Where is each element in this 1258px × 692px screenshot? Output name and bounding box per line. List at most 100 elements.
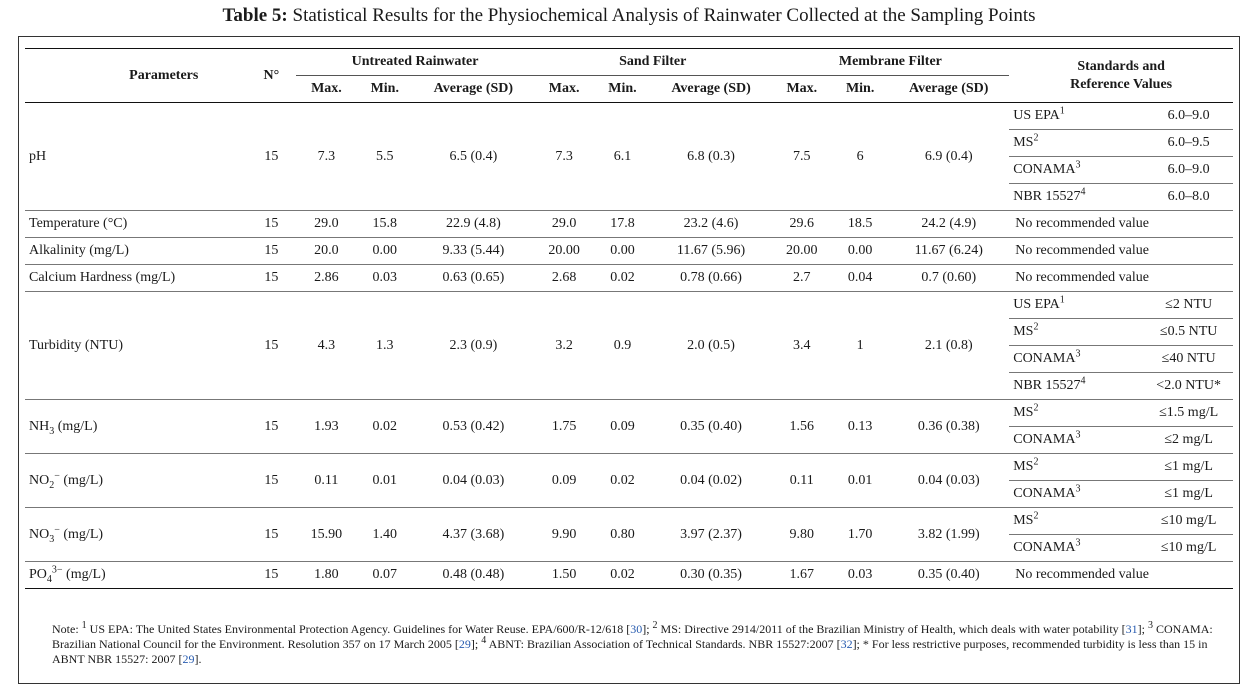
sample-count-cell: 15 (246, 210, 297, 238)
standard-text-cell: No recommended value (1009, 264, 1233, 292)
standard-value-cell: ≤0.5 NTU (1144, 318, 1233, 346)
parameter-subscript: 3 (49, 425, 55, 437)
untreated-avg-cell: 2.3 (0.9) (412, 291, 534, 400)
sand-min-cell: 0.02 (594, 453, 651, 508)
standard-name: US EPA (1013, 297, 1060, 312)
parameter-cell: NO2− (mg/L) (25, 453, 247, 508)
citation-link[interactable]: 31 (1125, 622, 1138, 636)
parameter-subscript: 2 (49, 479, 55, 491)
sand-avg-cell: 2.0 (0.5) (650, 291, 772, 400)
note-text: ]. (194, 652, 202, 666)
standard-name: US EPA (1013, 108, 1060, 123)
parameter-superscript: − (54, 469, 60, 481)
untreated-min-cell: 5.5 (356, 102, 413, 211)
membrane-min-cell: 0.04 (832, 264, 889, 292)
standard-sup: 1 (1059, 105, 1065, 117)
sand-avg-cell: 0.35 (0.40) (650, 399, 772, 454)
untreated-max-cell: 2.86 (296, 264, 357, 292)
standard-name-cell: CONAMA3 (1009, 345, 1145, 373)
membrane-max-cell: 3.4 (771, 291, 833, 400)
parameter-cell: Alkalinity (mg/L) (25, 237, 247, 265)
standard-name-cell: CONAMA3 (1009, 534, 1145, 562)
standard-name-cell: US EPA1 (1009, 291, 1145, 319)
standard-sup: 2 (1033, 510, 1039, 522)
membrane-max-cell: 0.11 (771, 453, 833, 508)
membrane-avg-cell: 24.2 (4.9) (888, 210, 1010, 238)
sand-avg-cell: 11.67 (5.96) (650, 237, 772, 265)
header-average: Average (SD) (412, 75, 534, 103)
standard-sup: 3 (1075, 429, 1081, 441)
untreated-avg-cell: 6.5 (0.4) (412, 102, 534, 211)
standard-value-cell: 6.0–9.0 (1144, 102, 1233, 130)
sample-count-cell: 15 (246, 237, 297, 265)
sand-min-cell: 0.02 (594, 561, 651, 589)
parameter-cell: NH3 (mg/L) (25, 399, 247, 454)
sand-max-cell: 7.3 (533, 102, 595, 211)
standard-value-cell: <2.0 NTU* (1144, 372, 1233, 400)
header-n: N° (246, 48, 297, 103)
untreated-max-cell: 1.93 (296, 399, 357, 454)
table-row: CONAMA3 ≤1 mg/L (25, 480, 1233, 508)
standard-sup: 4 (1080, 375, 1086, 387)
standard-sup: 3 (1075, 483, 1081, 495)
standard-name: MS (1013, 513, 1034, 528)
standard-text-cell: No recommended value (1009, 210, 1233, 238)
sand-max-cell: 1.50 (533, 561, 595, 589)
parameter-name: Temperature (°C) (29, 216, 128, 231)
standard-name: NBR 15527 (1013, 378, 1081, 393)
table-row: Turbidity (NTU) 15 4.3 1.3 2.3 (0.9) 3.2 0.9 2.… (25, 291, 1233, 400)
membrane-min-cell: 0.00 (832, 237, 889, 265)
standard-name: CONAMA (1013, 351, 1076, 366)
note-text: ]; (470, 637, 482, 651)
sand-avg-cell: 0.04 (0.02) (650, 453, 772, 508)
standard-name-cell: MS2 (1009, 129, 1145, 157)
untreated-max-cell: 4.3 (296, 291, 357, 400)
table-row: Calcium Hardness (mg/L) 15 2.86 0.03 0.63 (0… (25, 264, 1233, 292)
note-text: MS: Directive 2914/2011 of the Brazilian… (657, 622, 1126, 636)
membrane-min-cell: 0.01 (832, 453, 889, 508)
parameter-name: NO (29, 526, 50, 542)
membrane-avg-cell: 3.82 (1.99) (888, 507, 1010, 562)
parameter-name: Alkalinity (mg/L) (29, 243, 129, 258)
note-text: CONAMA: Brazilian National Council for t… (52, 622, 1213, 651)
parameter-name: Calcium Hardness (mg/L) (29, 270, 176, 285)
sample-count-cell: 15 (246, 561, 297, 589)
standard-name-cell: NBR 155274 (1009, 372, 1145, 400)
sand-min-cell: 17.8 (594, 210, 651, 238)
membrane-avg-cell: 11.67 (6.24) (888, 237, 1010, 265)
untreated-min-cell: 0.01 (356, 453, 413, 508)
standard-sup: 2 (1033, 402, 1039, 414)
standard-name-cell: CONAMA3 (1009, 480, 1145, 508)
untreated-max-cell: 7.3 (296, 102, 357, 211)
sand-avg-cell: 3.97 (2.37) (650, 507, 772, 562)
note-sup: 4 (481, 635, 487, 646)
header-standards-line1: Standards and (1077, 58, 1165, 74)
membrane-min-cell: 6 (832, 102, 889, 211)
sample-count-cell: 15 (246, 102, 297, 211)
sample-count-cell: 15 (246, 264, 297, 292)
sand-min-cell: 0.80 (594, 507, 651, 562)
membrane-max-cell: 9.80 (771, 507, 833, 562)
sand-max-cell: 20.00 (533, 237, 595, 265)
note-text: Note: (52, 622, 82, 636)
membrane-max-cell: 1.67 (771, 561, 833, 589)
standard-value-cell: ≤10 mg/L (1144, 534, 1233, 562)
citation-link[interactable]: 29 (458, 637, 471, 651)
citation-link[interactable]: 29 (182, 652, 195, 666)
untreated-min-cell: 0.00 (356, 237, 413, 265)
membrane-min-cell: 0.13 (832, 399, 889, 454)
untreated-avg-cell: 0.63 (0.65) (412, 264, 534, 292)
citation-link[interactable]: 32 (840, 637, 853, 651)
membrane-min-cell: 1.70 (832, 507, 889, 562)
standard-value-cell: ≤1 mg/L (1144, 453, 1233, 481)
membrane-avg-cell: 0.7 (0.60) (888, 264, 1010, 292)
standard-sup: 2 (1033, 132, 1039, 144)
parameter-name: PO (29, 567, 47, 582)
sand-min-cell: 0.9 (594, 291, 651, 400)
sand-max-cell: 1.75 (533, 399, 595, 454)
citation-link[interactable]: 30 (630, 622, 643, 636)
untreated-min-cell: 0.02 (356, 399, 413, 454)
parameter-unit: (mg/L) (54, 418, 98, 434)
standard-name-cell: MS2 (1009, 453, 1145, 481)
sand-max-cell: 29.0 (533, 210, 595, 238)
